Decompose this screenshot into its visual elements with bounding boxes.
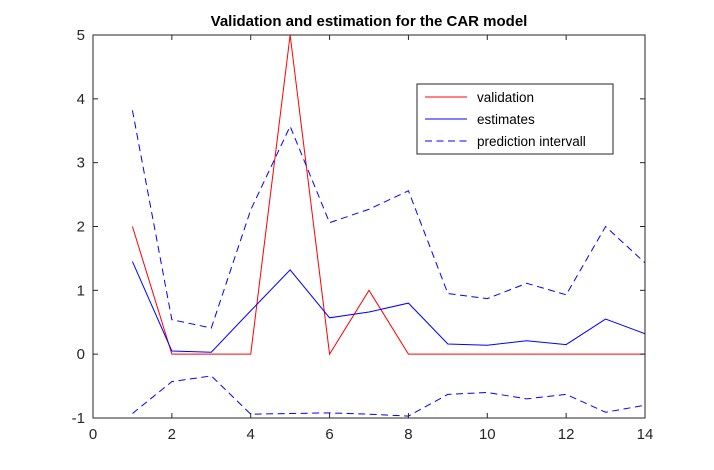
x-tick-label: 12 — [558, 426, 575, 443]
legend-label-estimates: estimates — [477, 112, 535, 127]
legend-label-validation: validation — [477, 90, 534, 105]
x-tick-label: 10 — [479, 426, 496, 443]
y-tick-label: 0 — [77, 346, 85, 363]
legend-label-prediction-intervall: prediction intervall — [477, 134, 586, 149]
y-tick-label: -1 — [72, 410, 85, 427]
series-line-lower-interval — [132, 375, 646, 417]
y-tick-label: 4 — [77, 91, 85, 108]
x-tick-label: 8 — [404, 426, 412, 443]
x-tick-label: 0 — [89, 426, 97, 443]
chart-title: Validation and estimation for the CAR mo… — [211, 13, 528, 30]
x-tick-label: 6 — [325, 426, 333, 443]
y-tick-label: 2 — [77, 219, 85, 236]
y-tick-label: 5 — [77, 27, 85, 44]
legend: validation estimates prediction intervall — [416, 83, 614, 155]
y-tick-label: 3 — [77, 155, 85, 172]
x-tick-label: 4 — [247, 426, 255, 443]
series-line-estimates — [131, 261, 646, 353]
x-tick-label: 2 — [168, 426, 176, 443]
x-tick-label: 14 — [637, 426, 654, 443]
series-layer — [131, 34, 646, 417]
series-line-validation — [131, 34, 645, 356]
series-line-prediction-intervall — [131, 110, 646, 329]
y-tick-label: 1 — [77, 282, 85, 299]
